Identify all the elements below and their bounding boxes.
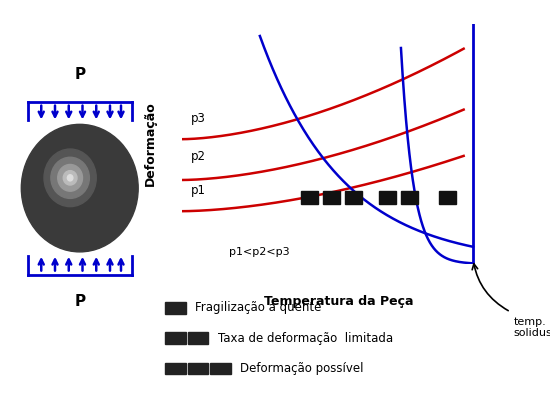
Bar bbox=[301, 191, 318, 204]
Ellipse shape bbox=[67, 175, 73, 181]
Text: p1<p2<p3: p1<p2<p3 bbox=[229, 247, 289, 257]
Bar bbox=[379, 191, 396, 204]
Bar bbox=[165, 302, 186, 314]
Ellipse shape bbox=[51, 157, 89, 198]
Ellipse shape bbox=[21, 124, 138, 252]
Ellipse shape bbox=[44, 149, 96, 207]
Text: Fragilização a quente: Fragilização a quente bbox=[195, 302, 322, 314]
Text: Deformação possível: Deformação possível bbox=[240, 362, 364, 375]
Bar bbox=[165, 362, 186, 374]
Bar bbox=[165, 332, 186, 344]
Text: Taxa de deformação  limitada: Taxa de deformação limitada bbox=[218, 332, 393, 345]
Bar bbox=[210, 362, 230, 374]
Ellipse shape bbox=[58, 164, 82, 191]
Bar bbox=[188, 332, 208, 344]
Bar bbox=[401, 191, 418, 204]
Ellipse shape bbox=[63, 171, 77, 185]
Text: Temperatura da Peça: Temperatura da Peça bbox=[263, 295, 413, 308]
Text: P: P bbox=[74, 294, 85, 309]
Text: temp.
solidus: temp. solidus bbox=[514, 317, 550, 338]
Bar bbox=[188, 362, 208, 374]
Text: P: P bbox=[74, 68, 85, 82]
Bar bbox=[438, 191, 456, 204]
Text: p1: p1 bbox=[191, 184, 206, 197]
Text: p2: p2 bbox=[191, 150, 206, 163]
Bar bbox=[322, 191, 340, 204]
Bar bbox=[344, 191, 362, 204]
Text: p3: p3 bbox=[191, 112, 206, 125]
Text: Deformação: Deformação bbox=[144, 102, 157, 186]
